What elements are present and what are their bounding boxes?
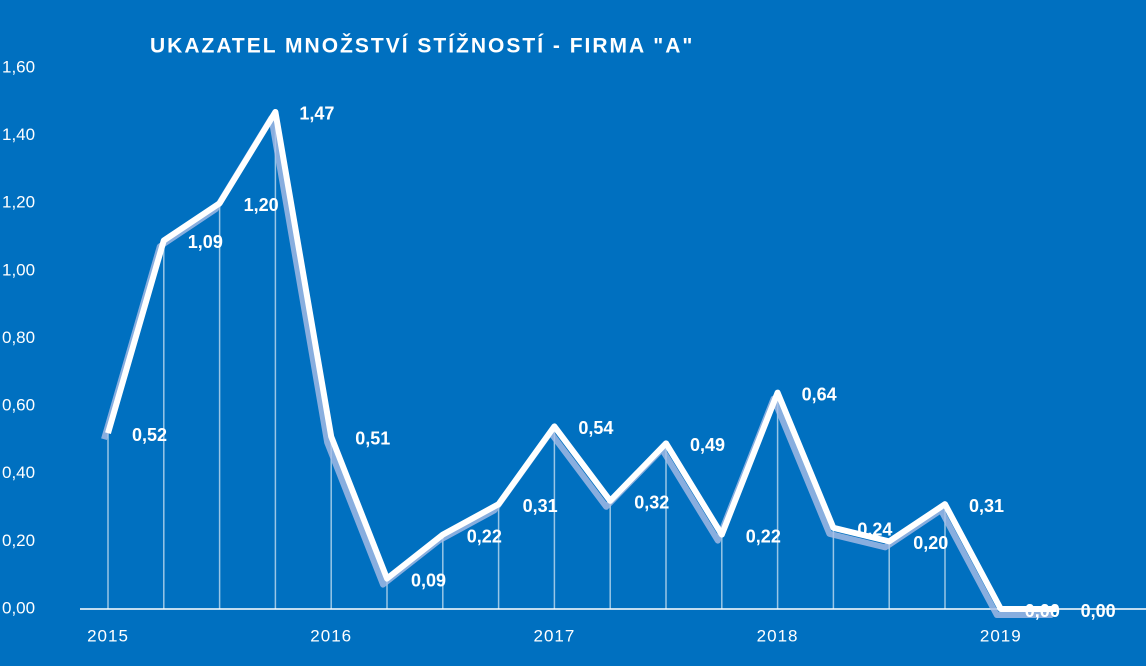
y-tick-label: 1,00 — [2, 260, 35, 279]
data-label: 0,51 — [355, 428, 390, 448]
data-label: 0,32 — [634, 493, 669, 513]
data-label: 0,31 — [969, 496, 1004, 516]
x-tick-label: 2018 — [757, 626, 799, 645]
y-tick-label: 0,00 — [2, 598, 35, 617]
data-label: 0,22 — [467, 526, 502, 546]
data-label: 0,54 — [578, 418, 613, 438]
line — [105, 108, 1057, 612]
y-tick-label: 0,20 — [2, 531, 35, 550]
y-tick-label: 1,20 — [2, 193, 35, 212]
data-label: 0,00 — [1025, 601, 1060, 621]
x-tick-label: 2019 — [980, 626, 1022, 645]
data-label: 0,49 — [690, 435, 725, 455]
y-tick-label: 0,80 — [2, 328, 35, 347]
x-tick-label: 2015 — [87, 626, 129, 645]
y-tick-label: 1,40 — [2, 125, 35, 144]
data-label: 0,09 — [411, 570, 446, 590]
data-label: 0,00 — [1081, 601, 1116, 621]
data-label: 1,47 — [299, 104, 334, 124]
y-tick-label: 0,40 — [2, 463, 35, 482]
data-label: 0,52 — [132, 425, 167, 445]
data-label: 1,09 — [188, 232, 223, 252]
chart-title: UKAZATEL MNOŽSTVÍ STÍŽNOSTÍ - FIRMA "A" — [150, 34, 694, 58]
data-label: 0,24 — [857, 520, 892, 540]
data-label: 1,20 — [244, 195, 279, 215]
y-tick-label: 1,60 — [2, 57, 35, 76]
x-tick-label: 2017 — [533, 626, 575, 645]
y-tick-label: 0,60 — [2, 396, 35, 415]
data-label: 0,31 — [523, 496, 558, 516]
data-label: 0,64 — [802, 384, 837, 404]
data-label: 0,20 — [913, 533, 948, 553]
x-tick-label: 2016 — [310, 626, 352, 645]
data-label: 0,22 — [746, 526, 781, 546]
